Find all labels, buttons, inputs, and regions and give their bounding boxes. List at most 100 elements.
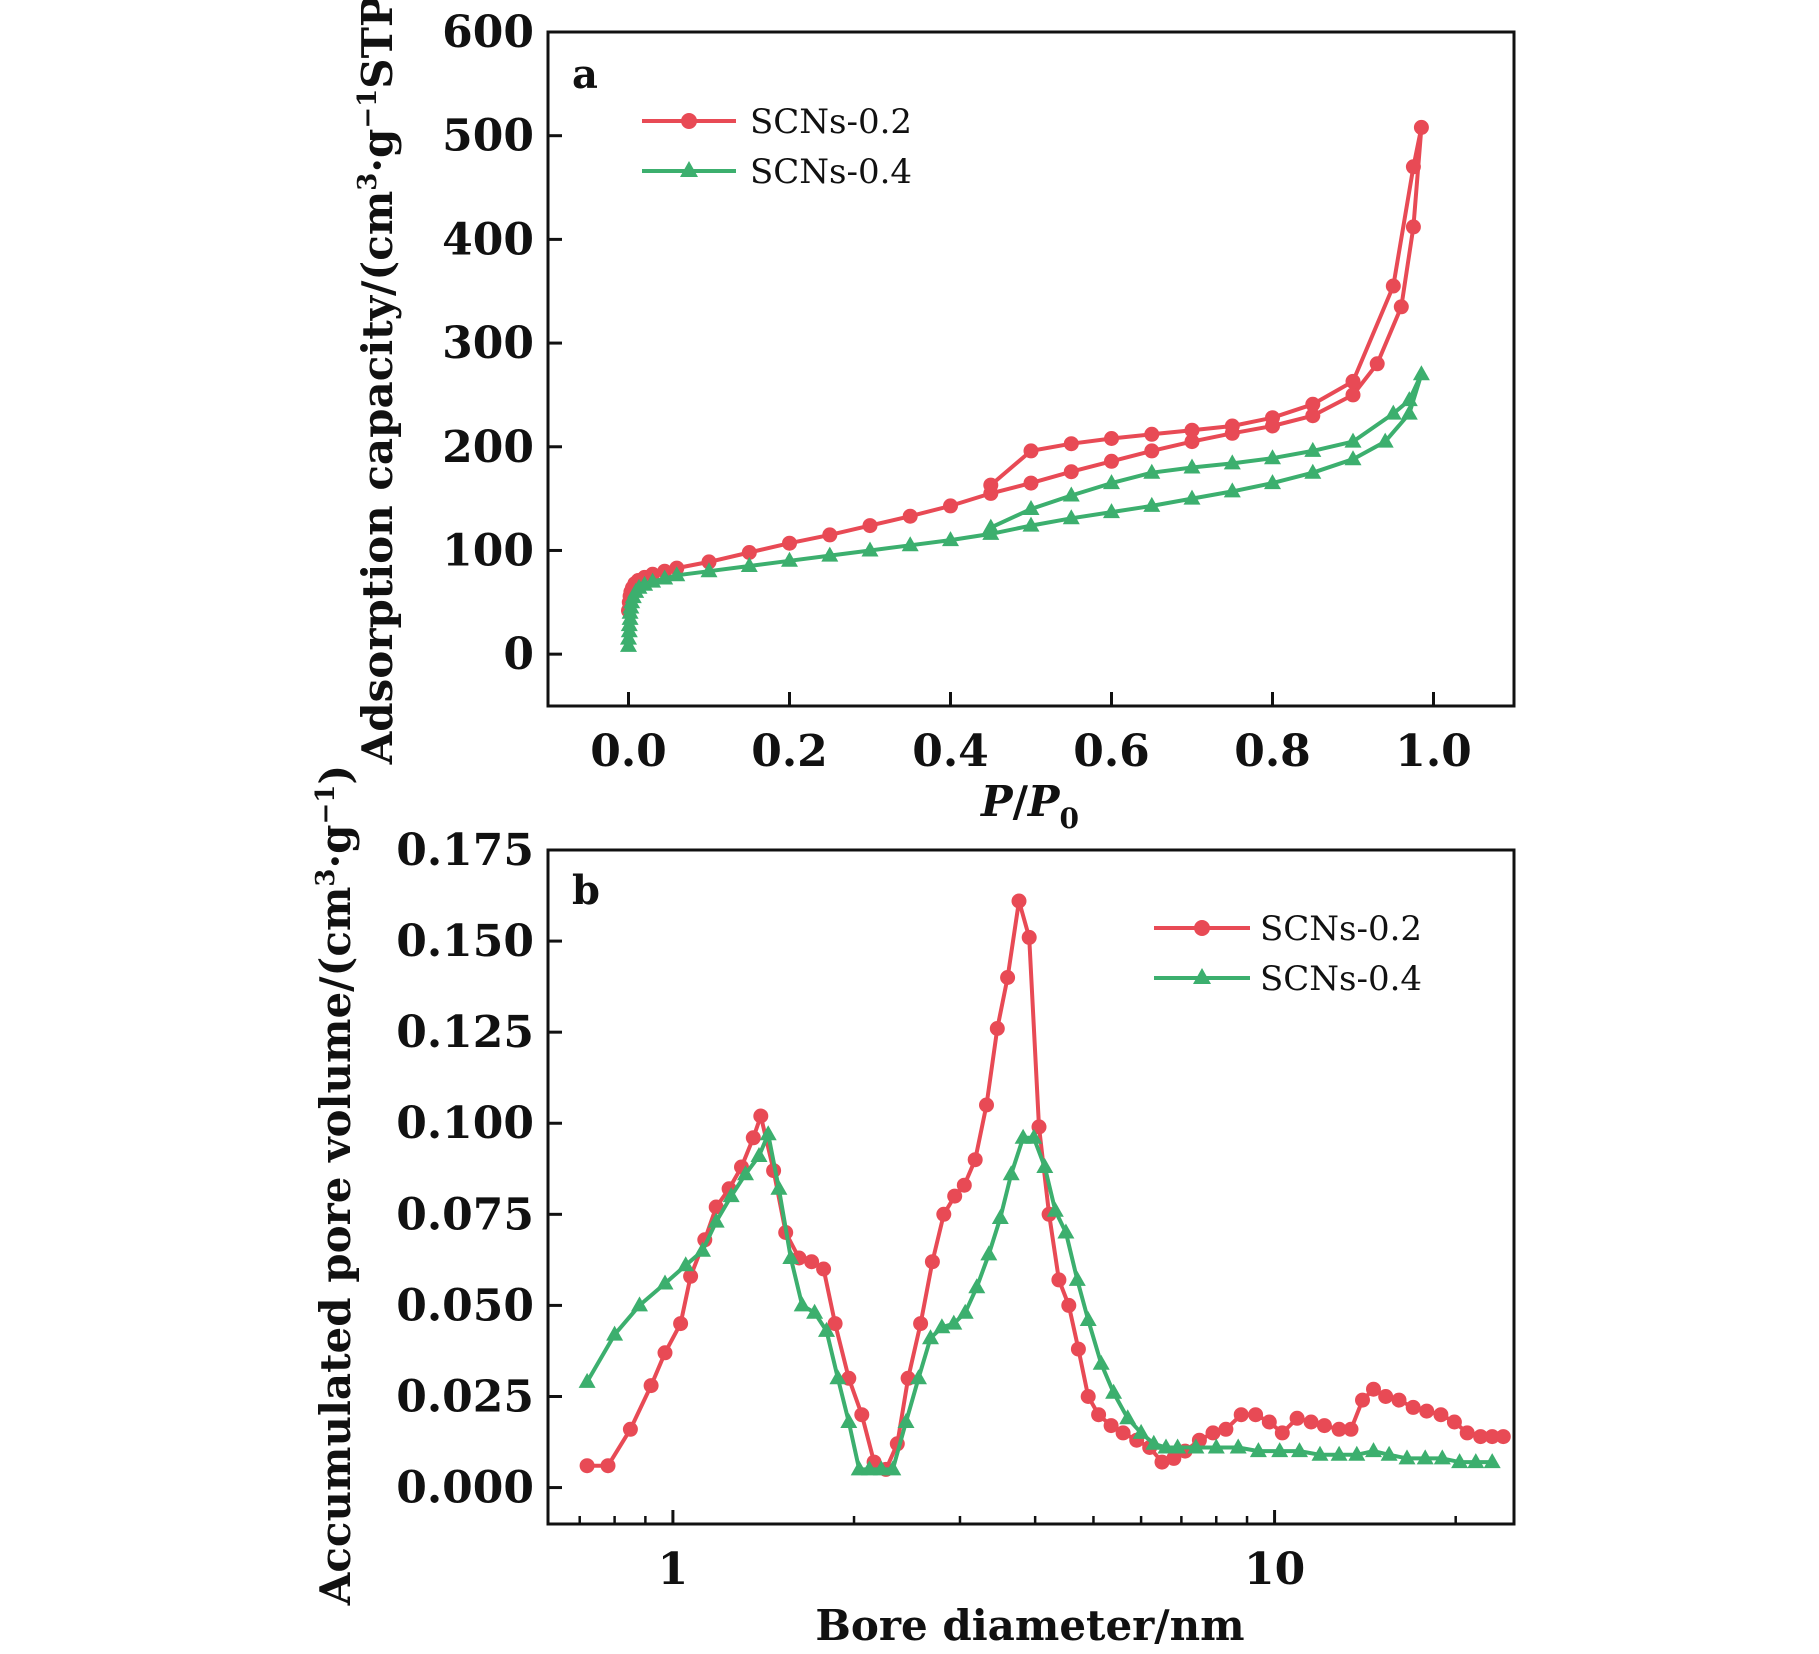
data-point-scns04-b (910, 1369, 927, 1385)
data-point-scns02-b (622, 1421, 638, 1437)
data-point-scns02-b (673, 1316, 689, 1332)
y-tick-label-b: 0.050 (396, 1280, 534, 1331)
data-point-scns02-a (1184, 434, 1200, 450)
x-axis-label-a-part3: P (1027, 777, 1061, 826)
data-point-scns04-b (1433, 1449, 1451, 1465)
data-point-scns02-b (579, 1458, 595, 1474)
data-point-scns02-b (1331, 1421, 1347, 1437)
data-point-scns04-a (1223, 454, 1241, 470)
data-point-scns02-b (643, 1378, 659, 1394)
data-point-scns04-b (1092, 1354, 1110, 1370)
data-point-scns02-b (1495, 1429, 1511, 1445)
data-point-scns02-b (1303, 1414, 1319, 1430)
legend-marker-scns02-b (1194, 920, 1210, 936)
panel-label-b: b (572, 867, 600, 914)
data-point-scns04-b (1483, 1453, 1501, 1469)
data-point-scns04-b (1079, 1311, 1097, 1326)
data-point-scns04-b (722, 1187, 740, 1203)
data-point-scns04-b (1046, 1201, 1064, 1217)
y-axis-label-a-part3: ·g (353, 129, 402, 173)
data-point-scns04-b (829, 1369, 847, 1385)
data-point-scns04-b (1271, 1442, 1289, 1458)
data-point-scns02-b (1248, 1407, 1264, 1423)
data-point-scns02-b (600, 1458, 616, 1474)
y-axis-label-b-part3: ·g (311, 824, 360, 868)
data-point-scns04-a (1103, 474, 1120, 490)
y-tick-label-b: 0.100 (396, 1098, 534, 1149)
data-point-scns02-b (1021, 929, 1037, 945)
data-point-scns04-b (1207, 1438, 1225, 1454)
data-point-scns04-b (782, 1249, 800, 1264)
data-point-scns04-b (1187, 1438, 1205, 1454)
data-point-scns02-b (1378, 1389, 1394, 1404)
data-point-scns04-a (1304, 463, 1322, 479)
data-point-scns02-b (708, 1199, 724, 1215)
data-point-scns04-b (945, 1314, 963, 1330)
data-point-scns02-b (816, 1261, 832, 1277)
legend-label-scns02-b: SCNs-0.2 (1260, 909, 1422, 949)
data-point-scns02-b (1261, 1414, 1277, 1430)
data-point-scns02-b (1080, 1389, 1096, 1404)
data-point-scns02-a (1265, 410, 1280, 426)
x-tick-label-a: 1.0 (1395, 726, 1472, 777)
y-tick-label-a: 300 (442, 318, 534, 369)
y-axis-label-a: Adsorption capacity/(cm3·g−1STP) (353, 0, 402, 765)
x-axis-label-a-part2: / (1013, 777, 1029, 826)
data-point-scns02-b (1433, 1407, 1449, 1423)
x-axis-label-b: Bore diameter/nm (815, 1601, 1244, 1650)
data-point-scns02-b (1218, 1421, 1234, 1437)
data-point-scns02-a (1144, 426, 1160, 442)
data-point-scns02-a (1405, 219, 1421, 235)
data-point-scns02-b (854, 1407, 870, 1423)
series-line-scns04-a (626, 372, 1424, 646)
x-axis-label-a-part1: P (980, 777, 1014, 826)
data-point-scns02-b (913, 1316, 929, 1332)
data-point-scns04-a (1183, 458, 1201, 474)
legend-marker-scns04-a (680, 161, 698, 177)
data-point-scns04-a (668, 566, 686, 582)
data-point-scns02-a (822, 527, 838, 543)
data-point-scns04-b (1398, 1449, 1416, 1465)
y-tick-label-b: 0.025 (396, 1371, 534, 1422)
data-point-scns04-b (750, 1147, 768, 1162)
data-point-scns02-a (741, 545, 757, 560)
data-point-scns04-b (1157, 1438, 1175, 1454)
data-point-scns02-a (1405, 159, 1421, 175)
data-point-scns04-b (1380, 1445, 1398, 1461)
y-axis-label-a-part2: 3 (353, 173, 383, 191)
data-point-scns02-b (745, 1130, 761, 1146)
data-point-scns02-b (947, 1188, 963, 1204)
data-point-scns02-b (956, 1177, 972, 1193)
data-point-scns02-a (1305, 396, 1321, 412)
data-point-scns02-b (1355, 1392, 1370, 1408)
data-point-scns04-b (1416, 1449, 1434, 1465)
y-axis-label-b: Accumulated pore volume/(cm3·g−1) (311, 765, 360, 1607)
data-point-scns02-b (1061, 1297, 1077, 1313)
data-point-scns02-a (782, 535, 797, 551)
data-point-scns02-a (1144, 443, 1160, 459)
y-axis-label-b-part5: ) (311, 765, 360, 785)
legend-label-scns04-b: SCNs-0.4 (1260, 959, 1422, 999)
data-point-scns02-a (1224, 418, 1240, 434)
y-tick-label-a: 400 (442, 214, 534, 265)
x-axis-label-a: P/P0 (980, 777, 1079, 835)
y-axis-label-a-part5: STP) (353, 0, 402, 89)
data-point-scns04-b (840, 1413, 858, 1428)
data-point-scns04-b (677, 1256, 695, 1272)
data-point-scns04-a (700, 562, 718, 578)
data-point-scns02-a (862, 518, 878, 534)
data-point-scns02-b (1473, 1429, 1489, 1445)
data-point-scns02-b (1316, 1418, 1332, 1434)
y-tick-label-a: 100 (442, 525, 534, 576)
axis-ticks-a: 0.0 0.2 0.4 0.6 0.8 1.0 0 100 200 300 400 500 600 (442, 7, 1472, 777)
data-point-scns04-b (1002, 1165, 1020, 1181)
data-point-scns02-a (1023, 475, 1039, 491)
data-point-scns02-b (1103, 1418, 1119, 1434)
x-tick-label-b: 1 (658, 1544, 689, 1595)
data-point-scns02-b (1000, 970, 1016, 985)
data-point-scns04-b (991, 1209, 1009, 1224)
data-point-scns02-b (753, 1108, 769, 1124)
plot-frame-b (546, 848, 1516, 1526)
